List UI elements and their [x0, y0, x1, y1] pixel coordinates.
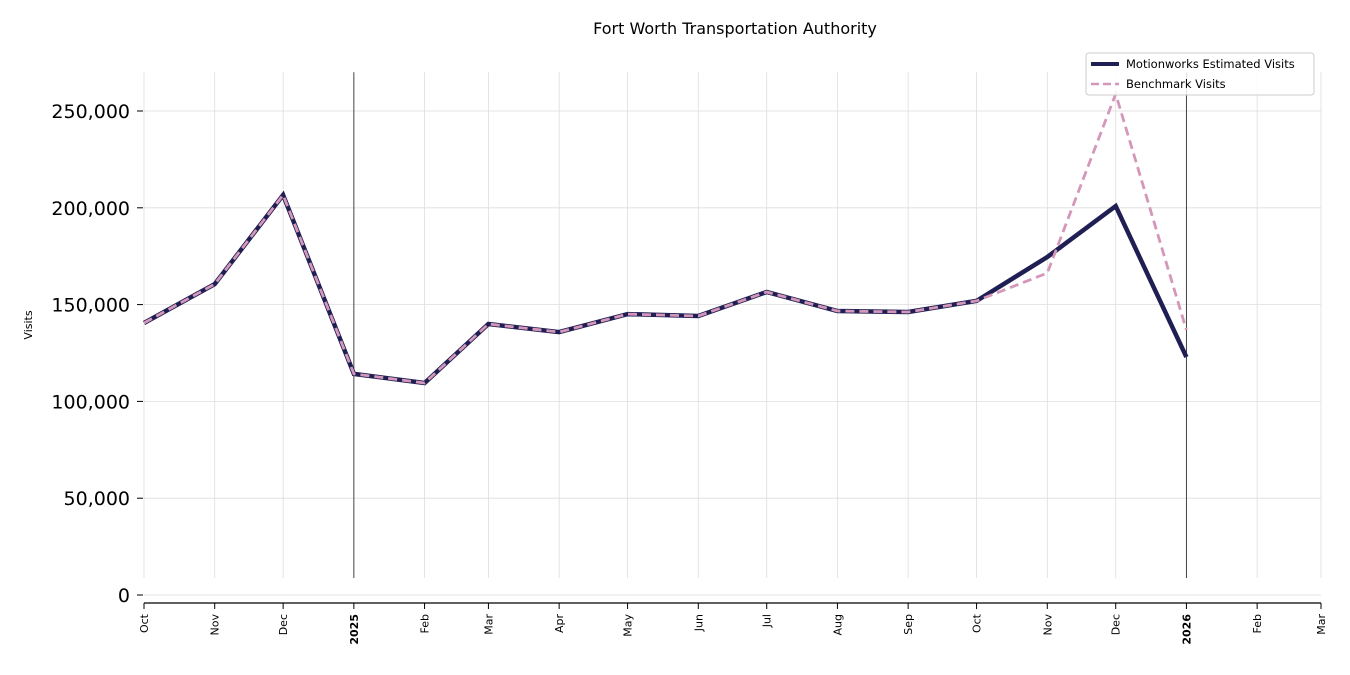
x-tick-label: Aug [831, 614, 844, 635]
x-tick-label: Jul [761, 614, 774, 628]
series-lines [142, 89, 1189, 386]
series-line-motionworks [142, 190, 1189, 386]
y-tick-label: 150,000 [51, 295, 130, 317]
grid [143, 72, 1322, 596]
legend-label-benchmark: Benchmark Visits [1126, 77, 1226, 91]
year-markers [353, 72, 1187, 578]
legend-box [1085, 52, 1315, 96]
x-tick-label: Oct [138, 613, 151, 633]
legend: Motionworks Estimated Visits Benchmark V… [1085, 52, 1315, 96]
x-tick-label: Oct [971, 613, 984, 633]
y-tick-label: 50,000 [64, 488, 130, 510]
x-tick-label: Dec [277, 614, 290, 635]
x-tick-label: Mar [482, 614, 495, 635]
x-tick-label: Nov [209, 614, 222, 636]
x-tick-label: 2025 [348, 614, 361, 645]
y-tick-label: 200,000 [51, 198, 130, 220]
x-tick-label: Sep [902, 614, 915, 635]
y-axis-label: Visits [22, 310, 35, 339]
x-tick-label: May [622, 614, 635, 637]
x-tick-label: Nov [1041, 614, 1054, 636]
axes: 0 50,000 100,000 150,000 200,000 250,000 Oct No… [51, 101, 1328, 645]
y-tick-label: 250,000 [51, 101, 130, 123]
x-tick-label: Mar [1315, 614, 1328, 635]
x-tick-label: Feb [1251, 614, 1264, 633]
x-tick-label: Jun [692, 614, 705, 632]
legend-label-motionworks: Motionworks Estimated Visits [1126, 57, 1295, 71]
series-line-benchmark [143, 89, 1188, 385]
y-tick-label: 0 [118, 585, 130, 607]
y-tick-label: 100,000 [51, 391, 130, 413]
x-tick-label: Dec [1110, 614, 1123, 635]
x-tick-label: Feb [419, 614, 432, 633]
x-tick-label: Apr [553, 614, 566, 634]
x-tick-label: 2026 [1180, 614, 1193, 645]
chart-title: Fort Worth Transportation Authority [593, 19, 877, 38]
